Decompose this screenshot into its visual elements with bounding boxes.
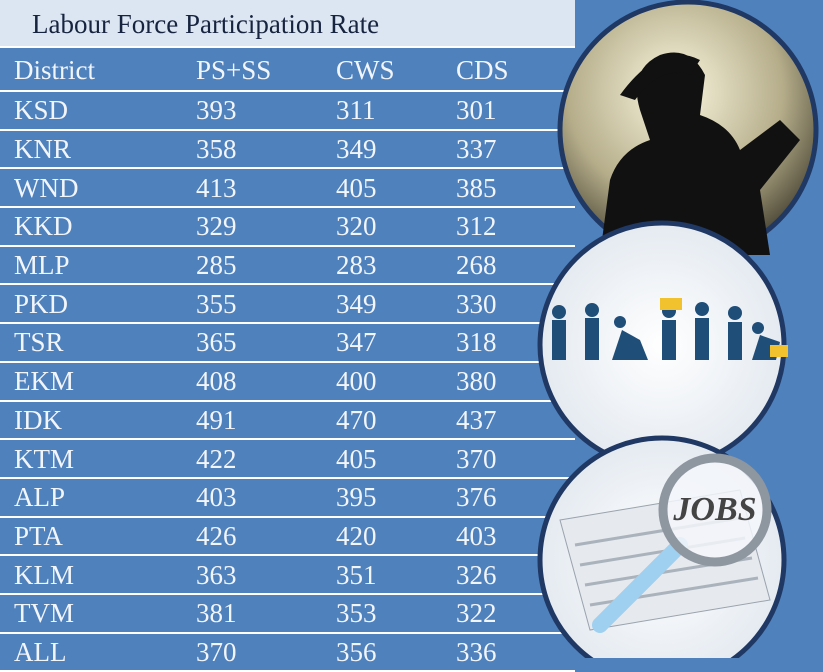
value-cell: 320 xyxy=(336,207,456,247)
value-cell: 400 xyxy=(336,361,456,402)
value-cell: 353 xyxy=(336,593,456,634)
district-cell: KKD xyxy=(0,207,196,247)
district-cell: PKD xyxy=(0,284,196,325)
value-cell: 301 xyxy=(456,91,575,131)
value-cell: 405 xyxy=(336,439,456,479)
value-cell: 408 xyxy=(196,361,336,402)
data-table: District PS+SS CWS CDS KSD 393 311 301 KNR 358 34… xyxy=(0,50,575,672)
district-cell: TSR xyxy=(0,323,196,363)
workers-image xyxy=(537,220,788,470)
district-cell: KLM xyxy=(0,555,196,595)
table-body: KSD 393 311 301 KNR 358 349 337 WND 413 405 385 KKD 3… xyxy=(0,91,575,672)
worker-silhouette-image xyxy=(557,0,819,261)
value-cell: 329 xyxy=(196,207,336,247)
table-row: EKM 408 400 380 xyxy=(0,361,575,402)
value-cell: 268 xyxy=(456,245,575,286)
value-cell: 381 xyxy=(196,593,336,634)
table-row: PTA 426 420 403 xyxy=(0,516,575,557)
table-row: KLM 363 351 326 xyxy=(0,555,575,595)
image-caption: JOBS xyxy=(672,491,756,528)
district-cell: KSD xyxy=(0,91,196,131)
value-cell: 312 xyxy=(456,207,575,247)
value-cell: 393 xyxy=(196,91,336,131)
table-header: District PS+SS CWS CDS xyxy=(0,50,575,92)
header-cell: PS+SS xyxy=(196,50,336,92)
value-cell: 426 xyxy=(196,516,336,557)
district-cell: KNR xyxy=(0,129,196,170)
district-cell: TVM xyxy=(0,593,196,634)
table-row: IDK 491 470 437 xyxy=(0,400,575,441)
district-cell: MLP xyxy=(0,245,196,286)
table-row: KSD 393 311 301 xyxy=(0,91,575,131)
value-cell: 370 xyxy=(456,439,575,479)
value-cell: 405 xyxy=(336,168,456,209)
value-cell: 358 xyxy=(196,129,336,170)
value-cell: 283 xyxy=(336,245,456,286)
district-cell: IDK xyxy=(0,400,196,441)
table-row: TVM 381 353 322 xyxy=(0,593,575,634)
jobs-newspaper-image: JOBS xyxy=(537,435,787,658)
district-cell: PTA xyxy=(0,516,196,557)
value-cell: 285 xyxy=(196,245,336,286)
header-cell: CWS xyxy=(336,50,456,92)
header-row: District PS+SS CWS CDS xyxy=(0,50,575,92)
table-row: KTM 422 405 370 xyxy=(0,439,575,479)
value-cell: 349 xyxy=(336,284,456,325)
district-cell: WND xyxy=(0,168,196,209)
value-cell: 422 xyxy=(196,439,336,479)
value-cell: 385 xyxy=(456,168,575,209)
table-row: PKD 355 349 330 xyxy=(0,284,575,325)
value-cell: 355 xyxy=(196,284,336,325)
value-cell: 420 xyxy=(336,516,456,557)
header-cell: District xyxy=(0,50,196,92)
value-cell: 365 xyxy=(196,323,336,363)
table-row: KKD 329 320 312 xyxy=(0,207,575,247)
value-cell: 349 xyxy=(336,129,456,170)
district-cell: EKM xyxy=(0,361,196,402)
table-row: WND 413 405 385 xyxy=(0,168,575,209)
value-cell: 395 xyxy=(336,477,456,518)
header-cell: CDS xyxy=(456,50,575,92)
value-cell: 491 xyxy=(196,400,336,441)
table-row: KNR 358 349 337 xyxy=(0,129,575,170)
illustrations: JOBS xyxy=(537,0,819,658)
table-title: Labour Force Participation Rate xyxy=(0,0,575,48)
value-cell: 311 xyxy=(336,91,456,131)
value-cell: 337 xyxy=(456,129,575,170)
value-cell: 347 xyxy=(336,323,456,363)
district-cell: ALP xyxy=(0,477,196,518)
value-cell: 413 xyxy=(196,168,336,209)
value-cell: 363 xyxy=(196,555,336,595)
table-row: MLP 285 283 268 xyxy=(0,245,575,286)
value-cell: 470 xyxy=(336,400,456,441)
district-cell: KTM xyxy=(0,439,196,479)
value-cell: 403 xyxy=(196,477,336,518)
value-cell: 351 xyxy=(336,555,456,595)
